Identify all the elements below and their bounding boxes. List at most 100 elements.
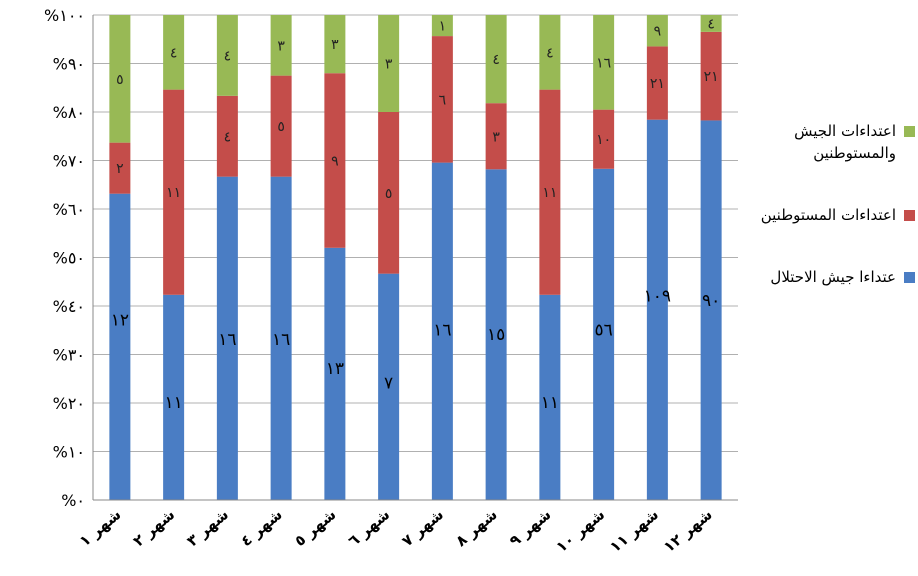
segment-value-label: ٥ (277, 119, 285, 135)
segment-value-label: ٥ (385, 186, 393, 202)
bar-segment-settlers (485, 103, 507, 170)
bar-segment-joint (324, 15, 346, 74)
segment-value-label: ١٦ (218, 330, 236, 350)
x-tick-label: شهر ٢ (130, 505, 179, 550)
x-tick-label: شهر ١١ (606, 505, 662, 556)
bar-segment-joint (216, 15, 238, 96)
legend-label-joint: اعتداءات الجيش والمستوطنين (794, 122, 896, 162)
y-tick-label: %٩٠ (53, 55, 85, 74)
bar-segment-settlers (700, 31, 722, 121)
y-axis-tick-labels: %٠ %١٠ %٢٠ %٣٠ %٤٠ %٥٠ %٦٠ %٧٠ %٨٠ %٩٠ %١٠٠ (44, 6, 85, 510)
segment-value-label: ١٠ (596, 132, 611, 148)
bar-segment-settlers (593, 109, 615, 169)
segment-value-label: ١٣ (326, 359, 344, 379)
grid-lines (93, 14, 738, 452)
y-tick-label: %٥٠ (53, 249, 85, 268)
legend-item-settlers: اعتداءات المستوطنين (745, 204, 915, 226)
segment-labels: ١٢ ٢ ٥ ١١ ١١ ٤ ١٦ ٤ ٤ ١٦ ٥ ٣ ١٣ ٩ ٣ ٧ ٥ ٣ ١٦ ٦ ١ ١٥ ٣ ٤ ١١ ١١ ٤ ٥٦ ١… (111, 16, 721, 413)
segment-value-label: ٢١ (650, 76, 665, 92)
legend-swatch-green (904, 126, 915, 137)
bar-segment-army (539, 294, 561, 500)
bar-segment-joint (270, 15, 292, 76)
x-tick-label: شهر ٩ (506, 505, 555, 550)
bar-segment-joint (646, 15, 668, 47)
bar-segment-joint (378, 15, 400, 112)
segment-value-label: ٣ (385, 57, 393, 73)
y-tick-label: %٦٠ (53, 200, 85, 219)
segment-value-label: ١٦ (596, 55, 611, 71)
segment-value-label: ٥٦ (594, 320, 612, 340)
segment-value-label: ١٥ (487, 325, 505, 345)
segment-value-label: ٤ (224, 129, 232, 145)
legend-swatch-blue (904, 272, 915, 283)
segment-value-label: ١٢ (111, 311, 129, 331)
bar-segment-settlers (646, 46, 668, 120)
x-tick-label: شهر ٧ (398, 505, 447, 550)
y-tick-label: %٧٠ (53, 152, 85, 171)
segment-value-label: ٣ (277, 38, 285, 54)
bar-segment-settlers (324, 73, 346, 248)
legend-swatch-red (904, 210, 915, 221)
segment-value-label: ٤ (492, 52, 500, 68)
bar-segment-settlers (163, 89, 185, 295)
legend-item-army: عتداءا جيش الاحتلال (745, 266, 915, 288)
bars (109, 15, 722, 500)
bar-segment-army (216, 176, 238, 500)
segment-value-label: ١١ (164, 393, 182, 413)
segment-value-label: ١١ (542, 185, 557, 201)
bar-segment-settlers (539, 89, 561, 295)
x-tick-label: شهر ٦ (345, 505, 394, 550)
segment-value-label: ٦ (439, 92, 447, 108)
bar-segment-army (378, 273, 400, 500)
bar-segment-joint (700, 15, 722, 32)
y-tick-label: %١٠ (53, 443, 85, 462)
x-tick-label: شهر ٥ (291, 505, 340, 550)
bar-segment-settlers (109, 142, 131, 194)
segment-value-label: ٢١ (704, 69, 719, 85)
bar-segment-army (324, 247, 346, 500)
bar-segment-settlers (216, 95, 238, 177)
segment-value-label: ٧ (384, 374, 393, 394)
y-tick-label: %٨٠ (53, 103, 85, 122)
bar-segment-army (646, 119, 668, 500)
bar-segment-joint (593, 15, 615, 110)
bar-segment-army (109, 193, 131, 500)
segment-value-label: ١٦ (433, 320, 451, 340)
bar-segment-army (163, 294, 185, 500)
x-tick-label: شهر ١٢ (660, 505, 716, 556)
bar-segment-joint (163, 15, 185, 90)
legend-item-joint: اعتداءات الجيش والمستوطنين (745, 120, 915, 164)
segment-value-label: ١٠٩ (644, 286, 671, 306)
x-axis-tick-labels: شهر ١ شهر ٢ شهر ٣ شهر ٤ شهر ٥ شهر ٦ شهر ٧ شهر ٨… (76, 505, 716, 556)
y-tick-label: %٢٠ (53, 394, 85, 413)
bar-segment-joint (539, 15, 561, 90)
x-tick-label: شهر ٣ (183, 505, 232, 550)
legend-label-army: عتداءا جيش الاحتلال (770, 268, 896, 286)
x-tick-label: شهر ٤ (237, 505, 286, 550)
segment-value-label: ٣ (331, 37, 339, 53)
segment-value-label: ٤ (170, 45, 178, 61)
segment-value-label: ١١ (541, 393, 559, 413)
bar-segment-settlers (378, 112, 400, 274)
legend-label-settlers: اعتداءات المستوطنين (760, 206, 896, 224)
bar-segment-settlers (270, 75, 292, 177)
y-tick-label: %٣٠ (53, 346, 85, 365)
bar-segment-army (593, 168, 615, 500)
segment-value-label: ١١ (166, 185, 181, 201)
bar-segment-army (700, 120, 722, 500)
segment-value-label: ٤ (224, 48, 232, 64)
x-tick-label: شهر ١ (76, 505, 125, 550)
segment-value-label: ٩ (654, 24, 662, 40)
bar-segment-settlers (431, 36, 453, 163)
segment-value-label: ٩ (331, 154, 339, 170)
bar-segment-joint (431, 15, 453, 37)
segment-value-label: ١٦ (272, 330, 290, 350)
segment-value-label: ٩٠ (702, 291, 720, 311)
segment-value-label: ٥ (116, 72, 124, 88)
bar-segment-army (270, 176, 292, 500)
y-tick-label: %٤٠ (53, 297, 85, 316)
y-tick-label: %١٠٠ (44, 6, 85, 25)
x-tick-label: شهر ٨ (452, 505, 501, 550)
segment-value-label: ٤ (707, 16, 715, 32)
